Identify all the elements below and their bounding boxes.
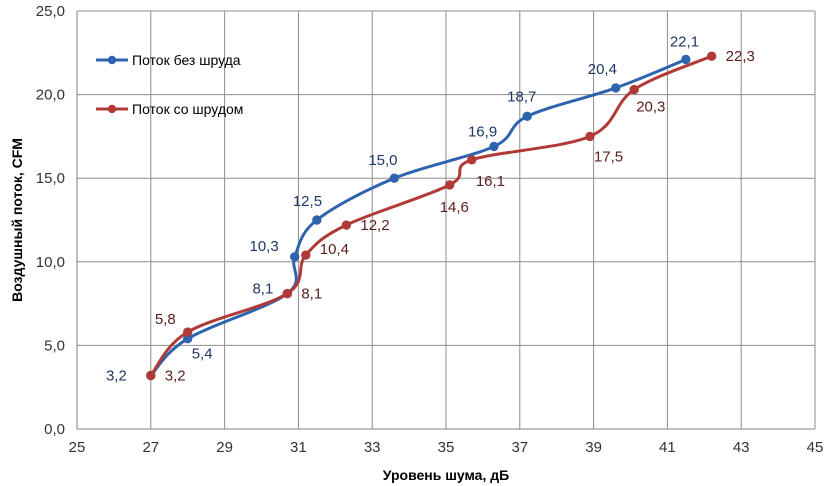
data-label: 20,4 (588, 61, 617, 78)
x-tick-label: 27 (142, 439, 159, 456)
data-label: 17,5 (594, 148, 623, 165)
x-axis-title: Уровень шума, дБ (383, 467, 509, 483)
x-tick-label: 39 (585, 439, 602, 456)
legend-swatch-marker (107, 104, 117, 114)
y-tick-label: 15,0 (36, 170, 65, 187)
x-tick-label: 43 (733, 439, 750, 456)
x-tick-label: 33 (364, 439, 381, 456)
y-tick-label: 20,0 (36, 87, 65, 104)
data-label: 8,1 (301, 286, 322, 303)
data-label: 5,4 (192, 346, 213, 363)
data-label: 18,7 (507, 88, 536, 105)
data-label: 20,3 (636, 99, 665, 116)
data-label: 3,2 (106, 367, 127, 384)
data-label: 15,0 (368, 152, 397, 169)
grid (76, 10, 816, 430)
data-label: 12,2 (360, 217, 389, 234)
legend-label: Поток со шрудом (132, 101, 243, 117)
y-tick-label: 10,0 (36, 254, 65, 271)
data-label: 16,1 (476, 173, 505, 190)
y-tick-label: 0,0 (44, 421, 65, 438)
x-tick-label: 31 (290, 439, 307, 456)
data-point (522, 111, 532, 122)
data-point (183, 327, 193, 337)
data-point (467, 155, 477, 165)
data-point (585, 131, 595, 142)
x-tick-label: 45 (807, 439, 824, 456)
x-tick-label: 41 (659, 439, 676, 456)
data-label: 5,8 (155, 311, 176, 328)
data-point (681, 54, 691, 65)
legend-item-1: Поток без шруда (96, 52, 241, 68)
data-label: 8,1 (252, 281, 273, 298)
data-point (389, 173, 400, 183)
data-point (341, 220, 352, 230)
y-axis-title: Воздушный поток, CFM (9, 138, 25, 302)
series (146, 51, 717, 381)
data-label: 12,5 (293, 193, 322, 210)
x-tick-label: 35 (438, 439, 455, 456)
legend-label: Поток без шруда (132, 52, 241, 68)
data-point (146, 370, 156, 381)
data-point (706, 51, 717, 61)
series-line (149, 54, 714, 377)
x-tick-label: 29 (216, 439, 233, 456)
data-label: 10,4 (320, 241, 349, 258)
data-point (282, 288, 293, 299)
legend: Поток без шруда Поток со шрудом (96, 52, 243, 117)
data-point (290, 252, 300, 262)
data-label: 22,1 (670, 33, 699, 50)
x-tick-label: 25 (69, 439, 86, 456)
data-point (611, 83, 621, 93)
data-point (312, 215, 322, 225)
data-label: 14,6 (440, 199, 469, 216)
data-point (444, 180, 455, 190)
y-tick-label: 25,0 (36, 3, 65, 20)
axes: 25 27 29 31 33 35 37 39 41 43 45 0,0 5,0 10,0 15,0 20,0… (36, 3, 824, 456)
data-label: 3,2 (165, 367, 186, 384)
x-tick-label: 37 (511, 439, 528, 456)
y-tick-label: 5,0 (44, 337, 65, 354)
data-label: 16,9 (468, 123, 497, 140)
legend-swatch-marker (107, 55, 117, 65)
series-2 (146, 51, 717, 381)
data-label: 10,3 (250, 238, 279, 255)
data-labels: 3,2 5,4 8,1 10,3 12,5 15,0 16,9 18,7 20,4 22,1 3,2… (106, 33, 755, 384)
data-point (489, 141, 499, 152)
data-label: 22,3 (726, 48, 755, 65)
series-line (149, 57, 688, 377)
data-point (629, 84, 639, 95)
legend-item-2: Поток со шрудом (96, 101, 243, 117)
data-point (301, 250, 311, 260)
